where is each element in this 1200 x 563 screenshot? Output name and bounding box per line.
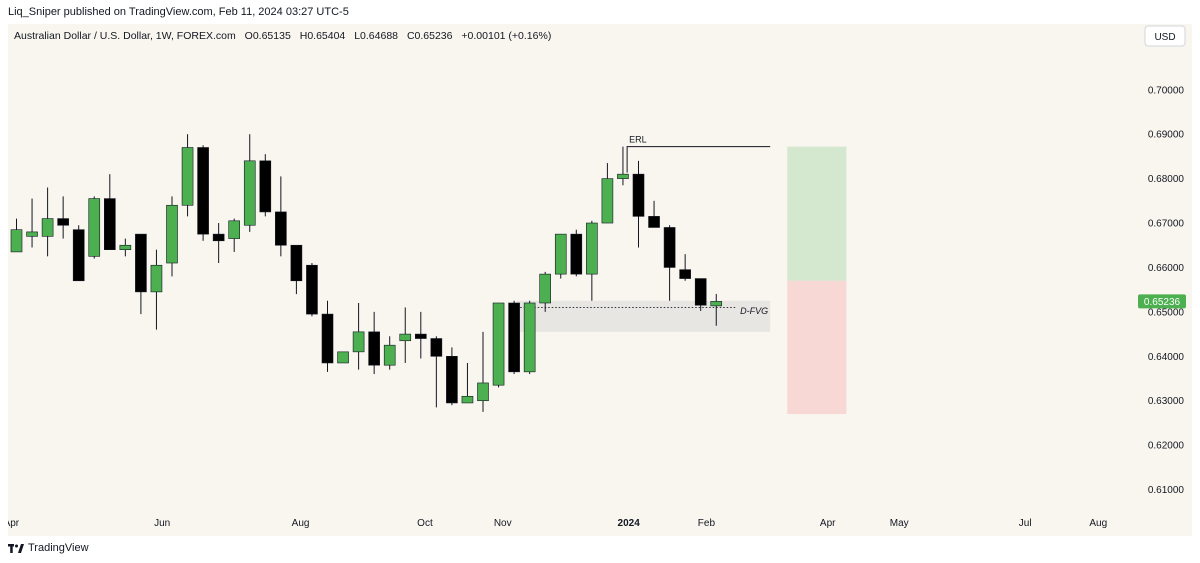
x-tick-label: Oct [417, 518, 433, 529]
candles-layer [10, 134, 723, 412]
candle-body [212, 233, 225, 242]
candle-body [663, 227, 676, 268]
target-zone [787, 146, 847, 281]
candle-body [306, 264, 318, 315]
x-tick-label: Aug [292, 518, 310, 529]
y-tick-label: 0.68000 [1148, 174, 1185, 185]
tradingview-logo[interactable]: TradingView [8, 542, 89, 554]
candlestick-chart[interactable]: D-FVG ERL 0.70000 0.69000 0.68000 0.67000 0.6… [8, 24, 1192, 536]
y-tick-label: 0.66000 [1148, 263, 1185, 274]
symbol-name: Australian Dollar / U.S. Dollar, 1W, FOR… [14, 30, 236, 42]
y-tick-label: 0.67000 [1148, 219, 1185, 230]
axis-layer: 0.70000 0.69000 0.68000 0.67000 0.66000 0.650… [8, 85, 1186, 529]
candle-body [461, 395, 474, 404]
fvg-zone [516, 300, 771, 332]
candle-body [290, 244, 303, 282]
candle-body [88, 198, 101, 257]
symbol-legend: Australian Dollar / U.S. Dollar, 1W, FOR… [14, 30, 551, 42]
candle-body [166, 204, 178, 264]
x-tick-label: Apr [820, 518, 836, 529]
low-value: 0.64688 [360, 30, 398, 42]
y-tick-label: 0.70000 [1148, 85, 1185, 96]
x-tick-label: Feb [698, 518, 716, 529]
candle-body [352, 331, 365, 353]
candle-body [446, 355, 458, 404]
chart-area[interactable]: D-FVG ERL 0.70000 0.69000 0.68000 0.67000 0.6… [8, 24, 1192, 536]
candle-body [554, 233, 567, 275]
low-label: L [354, 30, 360, 42]
x-tick-label: May [890, 518, 909, 529]
close-value: 0.65236 [415, 30, 453, 42]
candle-body [648, 216, 660, 228]
tradingview-brand: TradingView [28, 542, 89, 554]
candle-body [368, 331, 380, 366]
currency-button[interactable]: USD [1144, 25, 1186, 47]
x-tick-label: 2024 [618, 518, 641, 529]
candle-body [539, 273, 552, 304]
candle-body [135, 233, 147, 293]
candle-body [228, 220, 240, 239]
candle-body [337, 351, 349, 364]
candle-body [26, 231, 38, 237]
candle-body [570, 233, 583, 275]
candle-body [104, 198, 116, 250]
y-tick-label: 0.62000 [1148, 441, 1185, 452]
candle-body [632, 173, 645, 217]
candle-body [243, 160, 256, 226]
currency-label: USD [1154, 32, 1175, 43]
tradingview-icon [8, 543, 24, 553]
candle-body [430, 338, 443, 357]
candle-body [10, 229, 23, 253]
fvg-label: D-FVG [740, 306, 768, 316]
candle-body [275, 211, 287, 246]
candle-body [617, 173, 629, 179]
erl-line [626, 146, 771, 173]
candle-body [181, 147, 194, 206]
candle-body [710, 301, 723, 307]
open-label: O [245, 30, 253, 42]
open-value: 0.65135 [253, 30, 291, 42]
x-tick-label: Nov [494, 518, 512, 529]
y-tick-label: 0.65000 [1148, 307, 1185, 318]
candle-body [492, 302, 505, 386]
candle-body [41, 218, 54, 237]
candle-body [679, 269, 691, 279]
candle-body [259, 160, 272, 213]
last-price-label: 0.65236 [1144, 297, 1181, 308]
candle-body [477, 382, 489, 402]
erl-label: ERL [629, 135, 647, 145]
x-tick-label: Apr [8, 518, 20, 529]
x-tick-label: Aug [1089, 518, 1107, 529]
candle-body [197, 147, 209, 235]
candle-body [586, 222, 598, 275]
y-tick-label: 0.61000 [1148, 485, 1185, 496]
change-value: +0.00101 (+0.16%) [461, 30, 551, 42]
candle-body [694, 278, 707, 306]
high-value: 0.65404 [307, 30, 345, 42]
candle-body [150, 264, 163, 293]
high-label: H [300, 30, 308, 42]
candle-body [321, 313, 334, 364]
candle-body [523, 302, 536, 373]
x-tick-label: Jul [1019, 518, 1032, 529]
publisher-caption: Liq_Sniper published on TradingView.com,… [8, 6, 349, 18]
last-price-tag [1138, 294, 1186, 309]
candle-body [119, 244, 132, 250]
candle-body [508, 302, 520, 373]
candle-body [383, 344, 396, 366]
candle-body [399, 333, 412, 342]
stop-zone [787, 280, 847, 415]
candle-body [57, 218, 69, 226]
candle-body [601, 178, 614, 224]
zones-layer [516, 146, 847, 415]
annotations-layer: D-FVG ERL [626, 135, 771, 316]
y-tick-label: 0.69000 [1148, 130, 1185, 141]
candle-body [414, 333, 427, 339]
close-label: C [407, 30, 415, 42]
x-tick-label: Jun [154, 518, 170, 529]
candle-body [72, 229, 85, 282]
y-tick-label: 0.63000 [1148, 396, 1185, 407]
y-tick-label: 0.64000 [1148, 352, 1185, 363]
